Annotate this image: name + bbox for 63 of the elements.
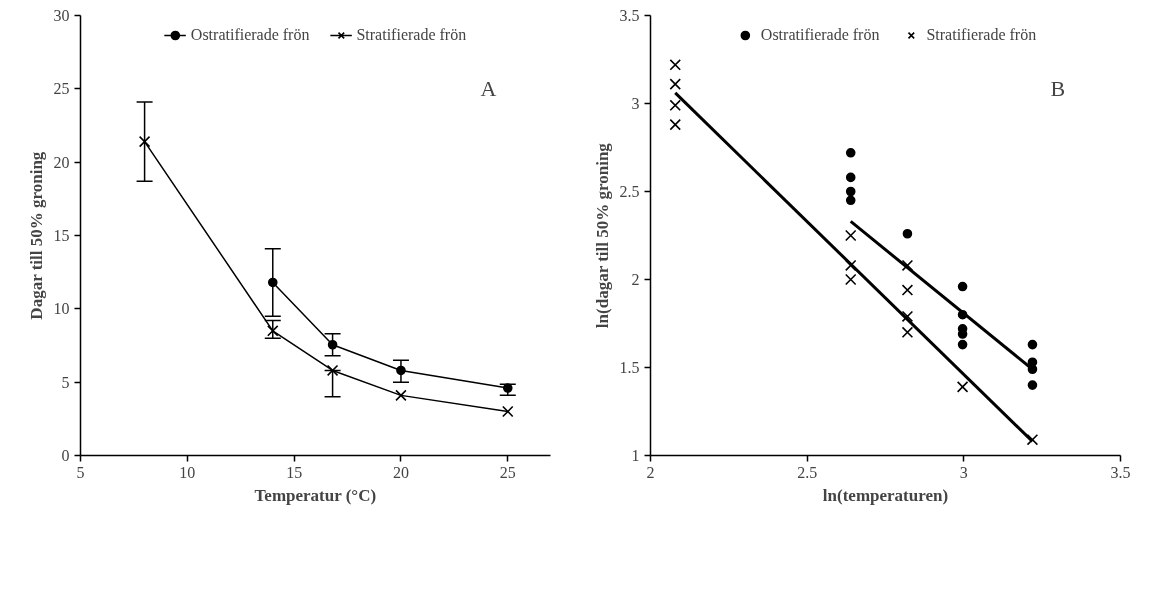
point	[267, 277, 278, 288]
point	[956, 381, 969, 393]
y-tick-label: 30	[53, 7, 70, 24]
point	[267, 325, 279, 337]
y-tick-label: 15	[53, 227, 70, 244]
x-axis-title: Temperatur (°C)	[254, 485, 377, 505]
x-tick-label: 2	[646, 463, 655, 481]
legend-label: Stratifierade frön	[926, 26, 1037, 44]
y-tick-label: 25	[53, 80, 70, 98]
legend-label: Ostratifierade frön	[760, 26, 880, 44]
y-tick-label: 5	[61, 373, 70, 391]
point	[957, 281, 968, 292]
point	[669, 118, 681, 131]
point	[395, 389, 407, 402]
point	[1026, 433, 1039, 446]
point	[396, 365, 406, 376]
x-tick-label: 2.5	[797, 463, 818, 481]
point	[1027, 339, 1038, 350]
x-tick-label: 5	[76, 463, 85, 481]
point	[669, 99, 681, 112]
point	[845, 195, 856, 206]
x-tick-label: 25	[499, 463, 516, 481]
y-tick-label: 0	[61, 447, 70, 464]
x-tick-label: 20	[392, 463, 409, 481]
point	[901, 326, 914, 339]
y-tick-label: 2	[631, 271, 640, 288]
y-tick-label: 10	[53, 300, 70, 318]
point	[502, 383, 513, 393]
point	[669, 78, 681, 90]
x-tick-label: 10	[179, 463, 196, 481]
point	[845, 172, 856, 183]
point	[138, 135, 151, 148]
point	[1027, 380, 1038, 390]
point	[502, 405, 514, 418]
annotation: A	[480, 75, 497, 101]
y-axis-title: Dagar till 50% groning	[26, 151, 46, 320]
point	[326, 364, 339, 377]
point	[844, 259, 857, 272]
legend-label: Stratifierade frön	[356, 26, 467, 44]
y-tick-label: 3.5	[619, 7, 640, 24]
annotation: B	[1050, 75, 1066, 101]
x-axis-title: ln(temperaturen)	[822, 485, 949, 505]
point	[901, 259, 914, 272]
point	[327, 339, 338, 350]
point	[901, 310, 914, 323]
point	[844, 229, 857, 242]
legend-label: Ostratifierade frön	[190, 26, 310, 44]
point	[957, 339, 968, 350]
y-tick-label: 1	[631, 447, 640, 464]
x-tick-label: 15	[286, 463, 303, 481]
y-tick-label: 1.5	[619, 359, 640, 376]
point	[901, 284, 914, 296]
point	[669, 59, 681, 71]
point	[902, 228, 913, 239]
point	[845, 186, 856, 197]
y-tick-label: 3	[631, 95, 640, 112]
x-tick-label: 3	[959, 463, 968, 481]
y-axis-title: ln(dagar till 50% groning	[592, 142, 612, 329]
y-tick-label: 20	[53, 153, 70, 171]
point	[845, 147, 856, 158]
y-tick-label: 2.5	[619, 183, 640, 200]
point	[844, 273, 857, 286]
x-tick-label: 3.5	[1110, 463, 1131, 481]
